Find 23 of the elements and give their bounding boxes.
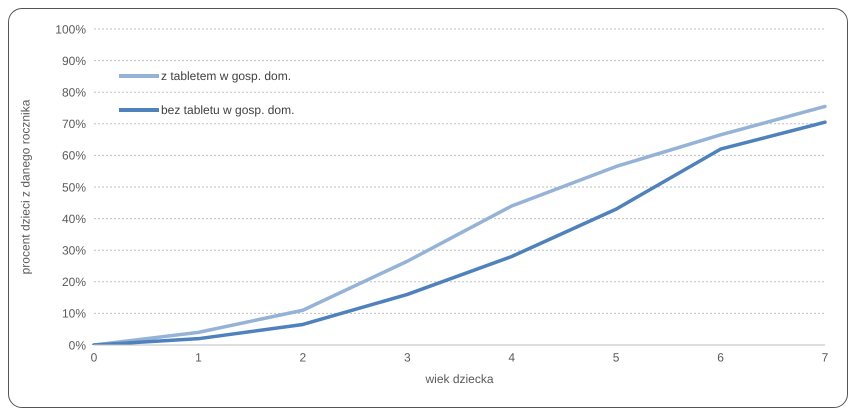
y-tick-label: 10% (62, 306, 86, 321)
y-tick-label: 60% (62, 148, 86, 163)
x-tick-label: 5 (612, 350, 620, 365)
x-tick-label: 3 (404, 350, 411, 365)
x-tick-label: 6 (717, 350, 724, 365)
y-tick-label: 20% (62, 275, 86, 290)
x-tick-label: 0 (90, 350, 98, 365)
y-tick-label: 30% (62, 243, 86, 258)
x-tick-label: 4 (508, 350, 516, 365)
y-tick-label: 0% (68, 338, 86, 352)
y-tick-label: 90% (62, 54, 86, 68)
y-axis-title: procent dzieci z danego rocznika (18, 99, 32, 274)
y-tick-label: 40% (62, 212, 86, 226)
y-tick-label: 80% (62, 85, 86, 100)
x-axis-title: wiek dziecka (424, 372, 494, 386)
x-tick-label: 7 (822, 350, 829, 365)
legend-label: z tabletem w gosp. dom. (161, 69, 292, 83)
x-tick-label: 1 (195, 350, 202, 365)
x-tick-label: 2 (300, 350, 307, 365)
legend-label: bez tabletu w gosp. dom. (161, 103, 294, 117)
y-tick-label: 50% (62, 180, 86, 194)
y-tick-label: 70% (62, 117, 86, 132)
y-tick-label: 100% (55, 22, 86, 36)
